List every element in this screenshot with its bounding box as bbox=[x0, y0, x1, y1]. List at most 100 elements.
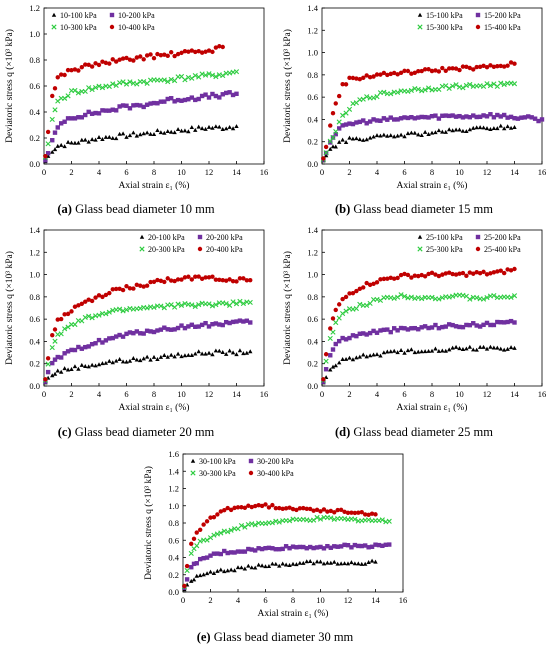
data-point bbox=[491, 81, 497, 87]
data-point bbox=[165, 96, 170, 102]
data-point bbox=[364, 73, 369, 78]
data-point bbox=[209, 303, 216, 309]
x-tick-label: 8 bbox=[430, 389, 434, 399]
data-point bbox=[332, 559, 337, 564]
data-point bbox=[113, 59, 119, 64]
data-point bbox=[141, 104, 146, 110]
data-point bbox=[65, 311, 71, 317]
data-point bbox=[273, 547, 279, 552]
data-point bbox=[395, 328, 400, 333]
data-point bbox=[501, 270, 507, 276]
data-point bbox=[522, 115, 528, 120]
data-point bbox=[369, 544, 375, 549]
series-15-200-kPa bbox=[321, 112, 545, 162]
data-point bbox=[210, 322, 215, 327]
legend-marker bbox=[51, 24, 57, 30]
chart-panel: 0 2 4 6 8 10 12 14 16 0.0 0.2 0.4 0.6 0.8 1.0 1.2 1.4 1.6… bbox=[139, 446, 411, 628]
series-10-100-kPa bbox=[43, 124, 239, 164]
data-point bbox=[246, 546, 251, 552]
data-point bbox=[211, 532, 217, 538]
data-point bbox=[83, 112, 88, 118]
data-point bbox=[398, 272, 404, 278]
data-point bbox=[395, 117, 400, 122]
data-point bbox=[138, 283, 143, 288]
data-point bbox=[446, 347, 452, 352]
data-point bbox=[450, 66, 455, 71]
data-point bbox=[511, 81, 518, 87]
data-point bbox=[124, 55, 129, 61]
data-point bbox=[225, 568, 230, 573]
chart-svg: 0 2 4 6 8 10 12 14 16 0.0 0.2 0.4 0.6 0.8 1.0 1.2 1.4 Axi… bbox=[4, 225, 268, 413]
data-point bbox=[477, 271, 483, 276]
data-point bbox=[235, 505, 241, 510]
data-point bbox=[336, 119, 342, 125]
data-point bbox=[96, 111, 102, 116]
data-point bbox=[412, 273, 418, 278]
chart-svg: 0 2 4 6 8 10 12 14 16 0.0 0.2 0.4 0.6 0.8 1.0 1.2 1.4 Axi… bbox=[282, 3, 546, 191]
data-point bbox=[43, 379, 48, 384]
data-point bbox=[65, 67, 71, 73]
data-point bbox=[232, 568, 237, 573]
data-point bbox=[65, 324, 71, 330]
data-point bbox=[391, 326, 397, 331]
data-point bbox=[357, 354, 363, 359]
data-point bbox=[131, 130, 136, 135]
data-point bbox=[373, 542, 378, 547]
data-point bbox=[405, 272, 411, 278]
data-point bbox=[138, 358, 143, 363]
x-tick-label: 2 bbox=[69, 389, 73, 399]
data-point bbox=[484, 294, 490, 301]
data-point bbox=[508, 114, 514, 120]
data-point bbox=[227, 348, 232, 353]
data-point bbox=[266, 505, 272, 510]
data-point bbox=[495, 126, 500, 131]
data-point bbox=[474, 125, 479, 130]
legend-marker bbox=[475, 24, 481, 30]
data-point bbox=[182, 77, 188, 83]
data-point bbox=[217, 277, 222, 283]
data-point bbox=[314, 545, 320, 550]
data-point bbox=[318, 559, 323, 564]
data-point bbox=[481, 113, 486, 118]
data-point bbox=[113, 108, 119, 113]
data-point bbox=[158, 99, 164, 104]
data-point bbox=[350, 136, 356, 141]
data-point bbox=[201, 572, 206, 577]
data-point bbox=[196, 96, 201, 102]
data-point bbox=[65, 139, 71, 144]
data-point bbox=[374, 133, 380, 138]
data-point bbox=[55, 317, 60, 322]
legend-marker bbox=[190, 458, 196, 463]
data-point bbox=[155, 277, 160, 283]
data-point bbox=[488, 344, 493, 349]
data-point bbox=[464, 114, 469, 119]
data-point bbox=[464, 322, 469, 328]
data-point bbox=[270, 546, 275, 551]
data-point bbox=[208, 569, 213, 574]
data-point bbox=[321, 379, 326, 384]
data-point bbox=[398, 292, 404, 298]
data-point bbox=[467, 270, 473, 275]
data-point bbox=[415, 295, 421, 301]
data-point bbox=[107, 134, 112, 139]
data-point bbox=[402, 68, 407, 74]
data-point bbox=[354, 333, 359, 339]
series-25-300-kPa bbox=[320, 292, 518, 383]
legend-marker bbox=[190, 470, 196, 476]
data-point bbox=[93, 137, 98, 142]
data-point bbox=[405, 131, 411, 136]
data-point bbox=[246, 503, 251, 508]
legend-marker bbox=[109, 24, 115, 30]
data-point bbox=[290, 561, 296, 566]
data-point bbox=[206, 48, 212, 53]
data-point bbox=[208, 553, 213, 558]
x-tick-label: 12 bbox=[205, 389, 214, 399]
y-tick-label: 1.4 bbox=[29, 225, 40, 235]
data-point bbox=[182, 97, 188, 103]
y-axis-label: Deviatoric stress q (×10³ kPa) bbox=[282, 251, 293, 365]
data-point bbox=[252, 565, 258, 570]
legend-label: 20-300 kPa bbox=[148, 245, 185, 254]
data-point bbox=[223, 278, 229, 283]
legend-label: 30-200 kPa bbox=[257, 457, 294, 466]
legend-marker bbox=[197, 234, 203, 240]
